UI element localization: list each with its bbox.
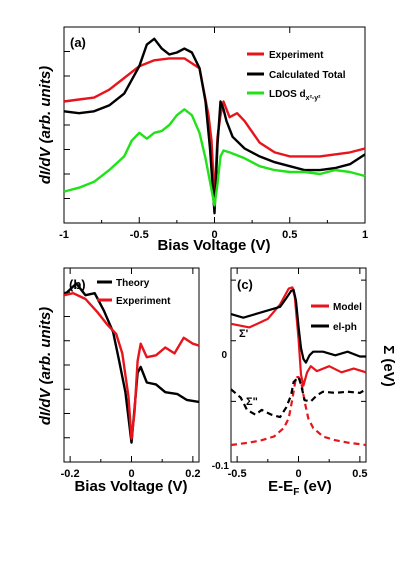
- panel-a-label: (a): [70, 35, 86, 50]
- x-tick-label: 0.2: [185, 468, 200, 480]
- sigma-double-prime-annotation: Σ": [246, 396, 258, 408]
- panel-b-x-axis-label: Bias Voltage (V): [74, 478, 187, 495]
- legend-ldos: LDOS dx²-y²: [269, 89, 321, 102]
- series-line-theory: [63, 282, 200, 444]
- series-line-model: [230, 286, 367, 387]
- panel-c-y-tick-neg0.1: -0.1: [212, 461, 230, 472]
- series-line-experiment: [63, 292, 200, 440]
- panel-a-x-tick-labels: -1 -0.5 0 0.5 1: [59, 229, 368, 241]
- panel-a-x-axis-label: Bias Voltage (V): [157, 237, 270, 254]
- panel-c-x-tick-labels: -0.5 0 0.5: [228, 468, 368, 480]
- x-tick-label: 0.5: [282, 229, 297, 241]
- legend-experiment: Experiment: [269, 50, 324, 61]
- series-line-el-ph: [230, 376, 367, 419]
- panel-b-x-tick-labels: -0.2 0 0.2: [61, 468, 201, 480]
- panel-a-y-axis-label: dI/dV (arb. units): [37, 66, 54, 184]
- panel-a-series: [63, 37, 366, 215]
- legend-model: Model: [333, 302, 362, 313]
- series-line-calculated-total: [63, 37, 366, 215]
- legend-calculated-total: Calculated Total: [269, 70, 346, 81]
- series-line-ldos-d-x-y: [63, 108, 366, 207]
- panel-c-legend: Model el-ph: [311, 302, 362, 333]
- x-tick-label: -0.5: [130, 229, 149, 241]
- x-tick-label: 0.5: [352, 468, 367, 480]
- panel-a-legend: Experiment Calculated Total LDOS dx²-y²: [247, 50, 346, 102]
- legend-el-ph: el-ph: [333, 322, 357, 333]
- panel-c-x-axis-label: E-EF (eV): [268, 478, 332, 498]
- series-line-model: [230, 376, 367, 447]
- x-tick-label: -0.5: [228, 468, 247, 480]
- panel-c-series: [230, 286, 367, 447]
- x-tick-label: 0: [211, 229, 217, 241]
- panel-b-legend: Theory Experiment: [97, 278, 171, 307]
- panel-c-y-tick-0: 0: [221, 350, 227, 361]
- x-tick-label: 0: [295, 468, 301, 480]
- legend-theory: Theory: [116, 278, 150, 289]
- panel-c-frame: [230, 267, 367, 463]
- panel-a-ticks: [63, 27, 366, 223]
- panel-b-ticks: [64, 268, 194, 462]
- panel-c-y-axis-label: Σ (eV): [380, 345, 397, 387]
- x-tick-label: 1: [362, 229, 368, 241]
- panel-a: (a) Experiment Calculated Total LDOS dx²…: [37, 26, 368, 254]
- x-tick-label: -0.2: [61, 468, 80, 480]
- panel-b: (b) Theory Experiment -0.2 0 0.2 Bias Volt…: [37, 267, 201, 495]
- panel-c-label: (c): [237, 277, 253, 292]
- x-tick-label: 0: [128, 468, 134, 480]
- panel-b-y-axis-label: dI/dV (arb. units): [37, 307, 54, 425]
- panel-c: (c) Model el-ph Σ' Σ" 0 -0.1 -0.5 0 0.5 E-…: [212, 267, 397, 498]
- sigma-prime-annotation: Σ': [239, 328, 249, 340]
- x-tick-label: -1: [59, 229, 69, 241]
- series-line-el-ph: [230, 288, 366, 364]
- panel-c-ticks: [231, 268, 366, 463]
- legend-experiment-b: Experiment: [116, 296, 171, 307]
- panel-b-series: [63, 282, 200, 444]
